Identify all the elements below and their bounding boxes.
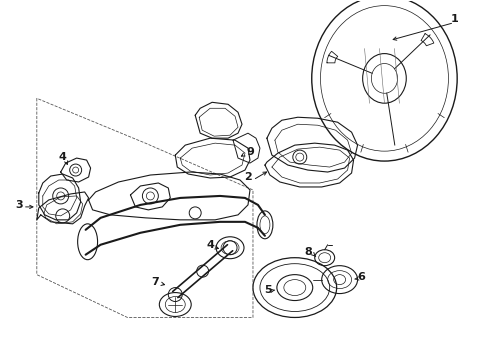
Text: 3: 3 [15,200,23,210]
Text: 9: 9 [246,147,254,157]
Text: 1: 1 [450,14,458,24]
Text: 4: 4 [59,152,67,162]
Text: 5: 5 [264,284,272,294]
Text: 7: 7 [151,276,159,287]
Text: 4: 4 [206,240,214,250]
Text: 8: 8 [304,247,312,257]
Text: 6: 6 [358,272,366,282]
Text: 2: 2 [244,172,252,182]
